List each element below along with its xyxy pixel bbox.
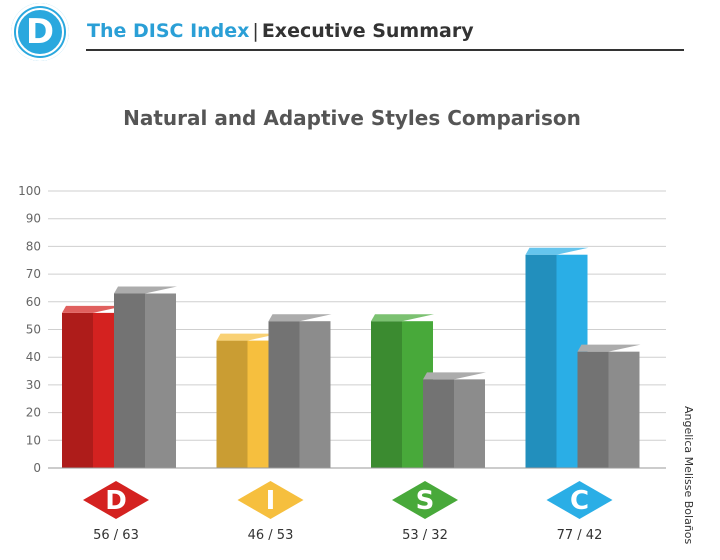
chart-title: Natural and Adaptive Styles Comparison [123,106,581,130]
y-tick-label-0: 0 [33,461,41,475]
category-diamond-S [392,481,458,519]
bar-adaptive-D-left-face [114,293,145,468]
bar-adaptive-D-right-face [145,293,176,468]
category-score-label-I: 46 / 53 [248,528,294,543]
bar-natural-S-left-face [371,321,402,468]
category-diamond-I [237,481,304,519]
y-tick-label-100: 100 [18,184,41,198]
bar-natural-I-top-face [216,333,280,341]
category-score-label-D: 56 / 63 [93,528,139,543]
header-divider [86,49,684,51]
category-score-label-S: 53 / 32 [402,528,448,543]
category-letter-S: S [416,486,435,516]
bar-natural-D-left-face [62,312,93,468]
y-tick-label-90: 90 [26,212,41,226]
person-name: Angelica Melisse Bolaños [682,406,695,545]
bar-adaptive-I-right-face [299,321,331,468]
bar-natural-I-left-face [216,340,248,468]
logo-ring: D [16,8,64,56]
bar-natural-S-top-face [371,314,434,322]
bar-natural-C-top-face [525,247,589,255]
bar-natural-C-left-face [525,254,557,468]
bar-adaptive-C-top-face [577,344,641,352]
y-tick-label-30: 30 [26,378,41,392]
y-tick-label-50: 50 [26,323,41,337]
category-diamond-C [546,481,613,519]
section-title: Executive Summary [261,20,474,42]
category-letter-D: D [105,486,127,516]
category-letter-C: C [570,486,589,516]
bar-adaptive-C-right-face [608,351,640,468]
disc-logo: D [11,3,69,61]
bar-adaptive-S-left-face [423,379,454,468]
header-separator: | [252,20,259,42]
y-tick-label-70: 70 [26,267,41,281]
category-letter-I: I [266,486,276,516]
y-tick-label-40: 40 [26,350,41,364]
y-tick-label-80: 80 [26,239,41,253]
category-score-label-C: 77 / 42 [557,528,603,543]
bar-adaptive-I-top-face [268,314,332,322]
category-diamond-D [83,481,149,519]
y-tick-label-60: 60 [26,295,41,309]
page-header: The DISC Index | Executive Summary [87,20,474,42]
bar-adaptive-I-left-face [268,321,300,468]
bar-natural-D-top-face [62,305,125,313]
logo-letter: D [25,12,55,52]
bar-chart: 0 10 20 30 40 50 60 70 80 90 100 D 56 / 63 I 46 / 53 S 5… [18,184,666,543]
bar-adaptive-D-top-face [114,286,177,294]
bar-adaptive-C-left-face [577,351,609,468]
y-tick-label-20: 20 [26,406,41,420]
bar-adaptive-S-top-face [423,372,486,380]
brand-title: The DISC Index [87,20,250,42]
y-tick-label-10: 10 [26,433,41,447]
bar-adaptive-S-right-face [454,379,485,468]
